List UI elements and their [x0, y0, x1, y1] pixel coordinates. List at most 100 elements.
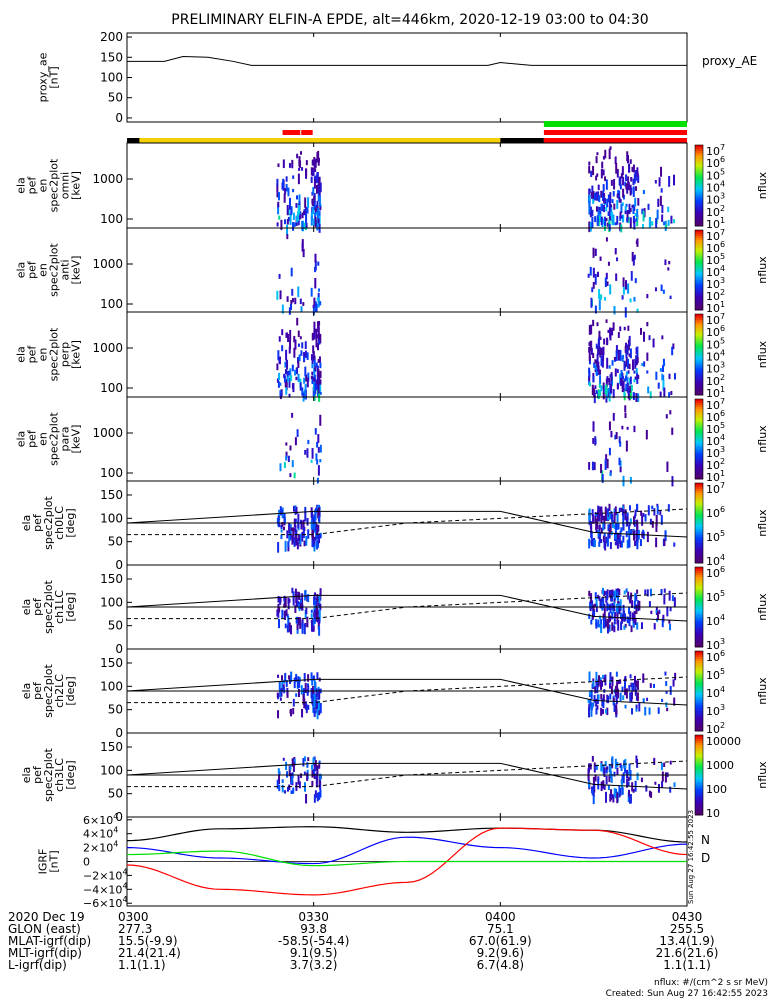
flux-cell — [662, 379, 665, 391]
flux-cell — [611, 611, 614, 620]
flux-cell — [609, 693, 612, 700]
flux-cell — [288, 197, 291, 207]
flux-cell — [602, 169, 605, 176]
flux-cell — [312, 218, 315, 226]
flux-cell — [669, 786, 672, 793]
colorbar-cell — [695, 529, 703, 532]
flux-cell — [631, 708, 634, 715]
flux-cell — [587, 273, 590, 278]
colorbar-cell — [695, 571, 703, 574]
flux-cell — [604, 176, 607, 182]
flux-cell — [277, 710, 280, 719]
flux-cell — [292, 505, 295, 512]
flux-cell — [605, 454, 608, 461]
flux-cell — [307, 372, 310, 382]
flux-cell — [596, 271, 599, 278]
flux-cell — [310, 688, 313, 699]
flux-cell — [632, 530, 635, 541]
flux-cell — [617, 523, 620, 530]
flux-cell — [649, 588, 652, 597]
y-tick-label: 150 — [100, 656, 123, 670]
flux-cell — [622, 604, 625, 616]
flux-cell — [609, 542, 612, 550]
flux-cell — [300, 151, 303, 155]
flux-cell — [595, 191, 598, 201]
flux-cell — [613, 615, 616, 625]
flux-cell — [661, 698, 664, 702]
row-value: 0330 — [298, 910, 329, 924]
axis-label: ela — [15, 262, 28, 279]
flux-cell — [634, 376, 637, 380]
flux-cell — [318, 391, 321, 402]
flux-cell — [619, 222, 622, 232]
flux-cell — [610, 207, 613, 211]
colorbar-frame — [694, 650, 704, 732]
flux-cell — [588, 462, 591, 470]
colorbar-cell — [695, 191, 703, 195]
flux-cell — [609, 192, 612, 203]
row-value: 21.4(21.4) — [118, 946, 181, 960]
flux-cell — [610, 372, 613, 382]
colorbar-frame — [694, 566, 704, 648]
igrf-annotation: Sun Aug 27 16:42:55 2023 — [687, 810, 695, 904]
tick-label: 106 — [706, 324, 725, 339]
flux-cell — [299, 602, 302, 609]
flux-cell — [669, 295, 672, 300]
colorbar-cell — [695, 811, 703, 814]
y-tick-label: 100 — [100, 466, 123, 480]
flux-cell — [626, 376, 629, 384]
flux-cell — [294, 518, 297, 524]
flux-cell — [310, 613, 313, 618]
flux-cell — [603, 223, 606, 231]
flux-cell — [598, 513, 601, 522]
flux-cell — [302, 519, 305, 531]
flux-cell — [276, 378, 279, 383]
flux-cell — [613, 511, 616, 521]
flux-cell — [287, 600, 290, 610]
flux-cell — [289, 368, 292, 378]
flux-cell — [313, 377, 316, 382]
flux-cell — [597, 206, 600, 217]
flux-cell — [617, 680, 620, 685]
flux-cell — [600, 527, 603, 534]
flux-cell — [314, 168, 317, 172]
colorbar-cell — [695, 223, 703, 227]
flux-cell — [597, 389, 600, 400]
flux-cell — [665, 224, 668, 228]
flux-cell — [615, 685, 618, 693]
flux-cell — [276, 779, 279, 789]
flux-cell — [671, 427, 674, 435]
tick-label: 102 — [706, 373, 725, 388]
flux-cell — [293, 472, 296, 479]
flux-cell — [604, 761, 607, 767]
flux-cell — [644, 589, 647, 596]
colorbar-cell — [695, 601, 703, 604]
colorbar-cell — [695, 547, 703, 550]
flux-cell — [670, 391, 673, 395]
flux-cell — [600, 347, 603, 355]
flux-cell — [626, 516, 629, 527]
flux-cell — [283, 603, 286, 608]
axis-label: [deg] — [64, 508, 77, 537]
flux-cell — [617, 349, 620, 361]
colorbar-cell — [695, 266, 703, 269]
flux-cell — [314, 428, 317, 435]
flux-cell — [313, 773, 316, 780]
colorbar-cell — [695, 665, 703, 668]
flux-cell — [603, 607, 606, 618]
colorbar-cell — [695, 240, 703, 243]
flux-cell — [607, 211, 610, 216]
colorbar-frame — [694, 482, 704, 564]
axis-label: ch0LC — [53, 506, 66, 540]
y-tick-label: 1000 — [92, 341, 123, 355]
row-value: 93.8 — [300, 922, 327, 936]
flux-cell — [591, 216, 594, 228]
flux-cell — [592, 191, 595, 202]
flux-cell — [588, 325, 591, 335]
flux-cell — [602, 698, 605, 709]
flux-cell — [301, 387, 304, 396]
flux-cell — [316, 459, 319, 465]
flux-cell — [317, 383, 320, 394]
flux-cell — [307, 757, 310, 762]
